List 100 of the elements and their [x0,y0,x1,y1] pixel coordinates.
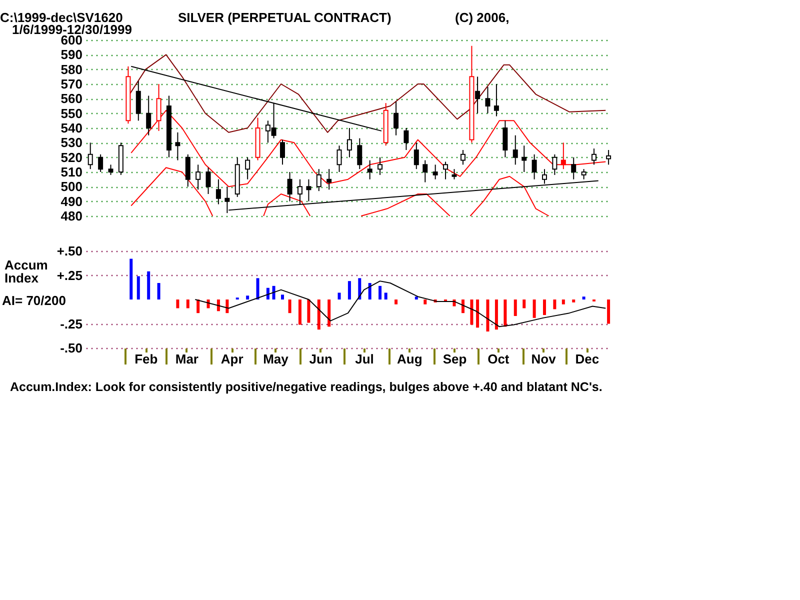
candlestick [206,167,211,194]
candlestick [280,139,285,166]
bar [272,286,276,300]
bar [572,300,576,302]
candlestick [404,128,409,150]
bar [256,278,260,300]
x-tick-label: Jul [355,352,374,366]
bar [246,296,250,300]
bar [338,292,341,300]
candlestick [532,154,537,180]
bar [494,300,498,330]
bar [553,300,556,310]
bar [136,276,140,300]
candlestick [460,150,466,166]
candlestick [560,142,566,170]
candlestick [475,76,480,114]
candlestick [336,145,342,172]
candlestick [185,154,190,188]
bar [176,300,180,308]
bar [328,300,331,327]
candlestick [108,164,114,176]
bar [582,296,586,300]
y-tick-label: 490 [60,194,82,209]
bar [186,300,190,308]
bar [384,292,388,300]
candlestick [394,101,399,136]
candlestick [245,156,250,180]
candlestick [98,154,104,172]
bar [486,300,490,332]
x-tick-label: Sep [442,352,467,366]
candlestick [485,86,490,114]
x-tick-label: Apr [220,352,244,366]
bar [394,300,398,304]
candlestick [571,156,576,180]
candlestick [452,168,457,180]
bar [514,300,517,316]
bar [266,288,270,300]
y-tick-label: +.50 [56,244,82,258]
line-series [194,280,606,328]
candlestick [346,128,352,158]
bar [368,283,372,300]
bar [470,300,474,325]
bar [461,300,464,314]
candlestick [146,95,152,136]
text: Accum.Index: Look for consistently positive/negative readings, bulges above +.40 and blatant NC's. [10,380,604,394]
bar [476,300,480,328]
y-tick-label: 510 [60,164,82,180]
y-tick-label: 590 [60,47,82,62]
candlestick [357,138,362,170]
candlestick [378,156,383,176]
bar [281,294,284,300]
x-tick-label: Nov [531,352,557,366]
bar [607,300,610,324]
bar [130,258,133,300]
x-tick-label: Mar [175,352,198,366]
bar [307,300,310,323]
candlestick [196,164,201,190]
candlestick [443,161,448,180]
candlestick [512,134,518,166]
candlestick [432,164,438,180]
x-tick-label: May [263,352,290,366]
bar [414,296,418,300]
y-axis-title: Accum Index [4,258,48,286]
bar [532,300,536,318]
candlestick [502,120,508,158]
candlestick [606,150,612,166]
bar [317,300,320,330]
y-tick-label: -.50 [60,340,82,356]
bar [196,300,200,314]
bar [147,271,150,300]
text: C:\1999-dec\SV1620 [0,10,123,25]
bar [288,300,292,314]
candlestick [581,168,586,180]
chart-title: SILVER (PERPETUAL CONTRACT) [178,10,392,25]
bar [358,278,362,300]
candlestick [136,80,141,122]
candlestick [552,154,558,176]
y-tick-label: 550 [60,106,82,121]
candlestick [316,168,322,192]
bar [348,281,351,300]
y-tick-label: -.25 [60,316,82,332]
x-tick-label: Oct [488,352,510,366]
bar [157,283,160,300]
candlestick [306,178,312,202]
candlestick [287,172,292,202]
x-tick-label: Feb [134,352,158,366]
bar [298,300,302,325]
y-tick-label: 520 [60,150,82,165]
candlestick [422,160,428,183]
bar [543,300,546,316]
bar [378,286,382,300]
y-tick-label: 560 [60,91,82,106]
y-tick-label: 480 [60,208,82,224]
y-tick-label: 580 [60,62,82,77]
bar [562,300,565,304]
candlestick [414,142,419,170]
bar [522,300,526,308]
text: (C) 2006, [455,10,510,25]
x-tick-label: Aug [396,352,422,366]
bar [504,300,507,327]
